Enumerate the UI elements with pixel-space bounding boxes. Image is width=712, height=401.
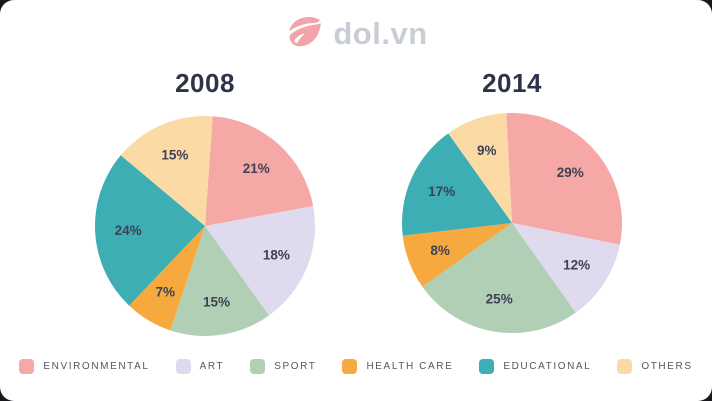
dol-logo-icon [289,17,322,47]
legend-label-others: OTHERS [641,361,693,372]
legend-item-health-care: HEALTH CARE [342,359,453,374]
legend-item-environmental: ENVIRONMENTAL [19,359,149,374]
legend-item-educational: EDUCATIONAL [479,359,591,374]
pie-label-health-care: 7% [156,285,176,300]
pie-label-health-care: 8% [430,243,450,258]
legend-swatch-educational [479,359,495,374]
pie-slice-educational [402,133,512,236]
pie-slice-sport [422,223,576,333]
pie-label-sport: 25% [486,291,513,306]
legend-label-health-care: HEALTH CARE [366,361,454,372]
legend-label-art: ART [199,361,225,372]
pie-label-others: 15% [161,148,188,163]
pie-label-educational: 17% [428,184,455,199]
pie-label-environmental: 21% [243,161,270,176]
pie-label-environmental: 29% [557,165,584,180]
pie-slice-environmental [506,113,622,245]
legend-swatch-health-care [342,359,358,374]
pie-label-others: 9% [477,143,497,158]
legend-swatch-environmental [19,359,35,374]
chart-title-2014: 2014 [482,68,542,98]
dol-logo-text: dol.vn [333,16,428,51]
legend-swatch-others [617,359,633,374]
pie-chart-section-2014: 2014 29% 12% 25% 8% 17% 9% [402,68,622,333]
pie-slice-health-care [129,226,205,331]
pie-label-sport: 15% [203,295,230,310]
chart-legend: ENVIRONMENTAL ART SPORT HEALTH CARE EDUCATIO… [0,359,712,374]
legend-label-sport: SPORT [274,361,317,372]
pie-label-art: 12% [563,257,590,272]
pie-chart-section-2008: 2008 21% 18% 15% 7% 24% 15% [95,68,315,336]
legend-item-others: OTHERS [617,359,692,374]
legend-label-educational: EDUCATIONAL [503,361,592,372]
pie-slice-others [120,116,213,226]
legend-swatch-sport [250,359,266,374]
pie-slice-educational [95,155,205,306]
pie-slice-health-care [402,223,512,287]
pie-slice-others [448,113,512,223]
pie-slice-art [512,223,620,313]
legend-item-art: ART [175,359,225,374]
pie-slice-sport [170,226,270,336]
pie-slice-art [205,206,315,316]
pie-label-educational: 24% [115,223,142,238]
legend-swatch-art [175,359,191,374]
pie-slice-environmental [205,116,314,226]
pie-chart-2014: 29% 12% 25% 8% 17% 9% [402,113,622,333]
pie-chart-2008: 21% 18% 15% 7% 24% 15% [95,116,315,336]
legend-label-environmental: ENVIRONMENTAL [43,361,150,372]
dol-logo: dol.vn [0,12,712,56]
legend-item-sport: SPORT [250,359,316,374]
pie-label-art: 18% [263,247,290,262]
chart-title-2008: 2008 [175,68,235,98]
